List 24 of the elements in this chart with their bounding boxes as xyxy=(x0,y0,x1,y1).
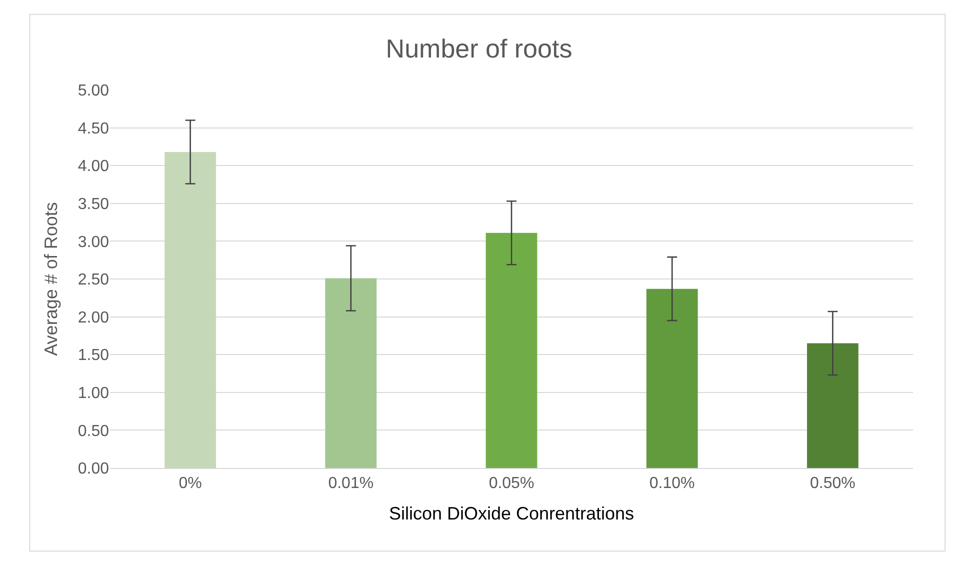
x-tick-label: 0% xyxy=(178,475,202,492)
x-tick-label: 0.10% xyxy=(649,475,695,492)
y-tick-label: 3.00 xyxy=(78,234,110,251)
bar xyxy=(646,288,698,468)
bar xyxy=(164,152,216,468)
y-tick-label: 0.00 xyxy=(78,460,110,478)
bar xyxy=(325,278,377,468)
y-tick-label: 0.50 xyxy=(78,422,110,440)
y-tick-label: 5.00 xyxy=(78,82,110,100)
bar xyxy=(486,232,538,468)
x-axis-title: Silicon DiOxide Conrentrations xyxy=(388,503,634,524)
chart-title: Number of roots xyxy=(386,34,572,64)
y-tick-label: 4.50 xyxy=(78,120,110,138)
y-axis-title: Average # of Roots xyxy=(41,202,62,356)
y-tick-label: 4.00 xyxy=(78,158,110,176)
x-tick-label: 0.01% xyxy=(328,475,374,492)
y-tick-label: 1.00 xyxy=(78,385,110,402)
x-tick-label: 0.50% xyxy=(810,475,856,492)
y-tick-label: 1.50 xyxy=(78,347,110,364)
x-tick-label: 0.05% xyxy=(488,475,534,492)
y-tick-label: 2.00 xyxy=(78,309,110,326)
y-tick-label: 2.50 xyxy=(78,272,110,289)
y-tick-label: 3.50 xyxy=(78,196,110,213)
bar xyxy=(807,343,858,468)
